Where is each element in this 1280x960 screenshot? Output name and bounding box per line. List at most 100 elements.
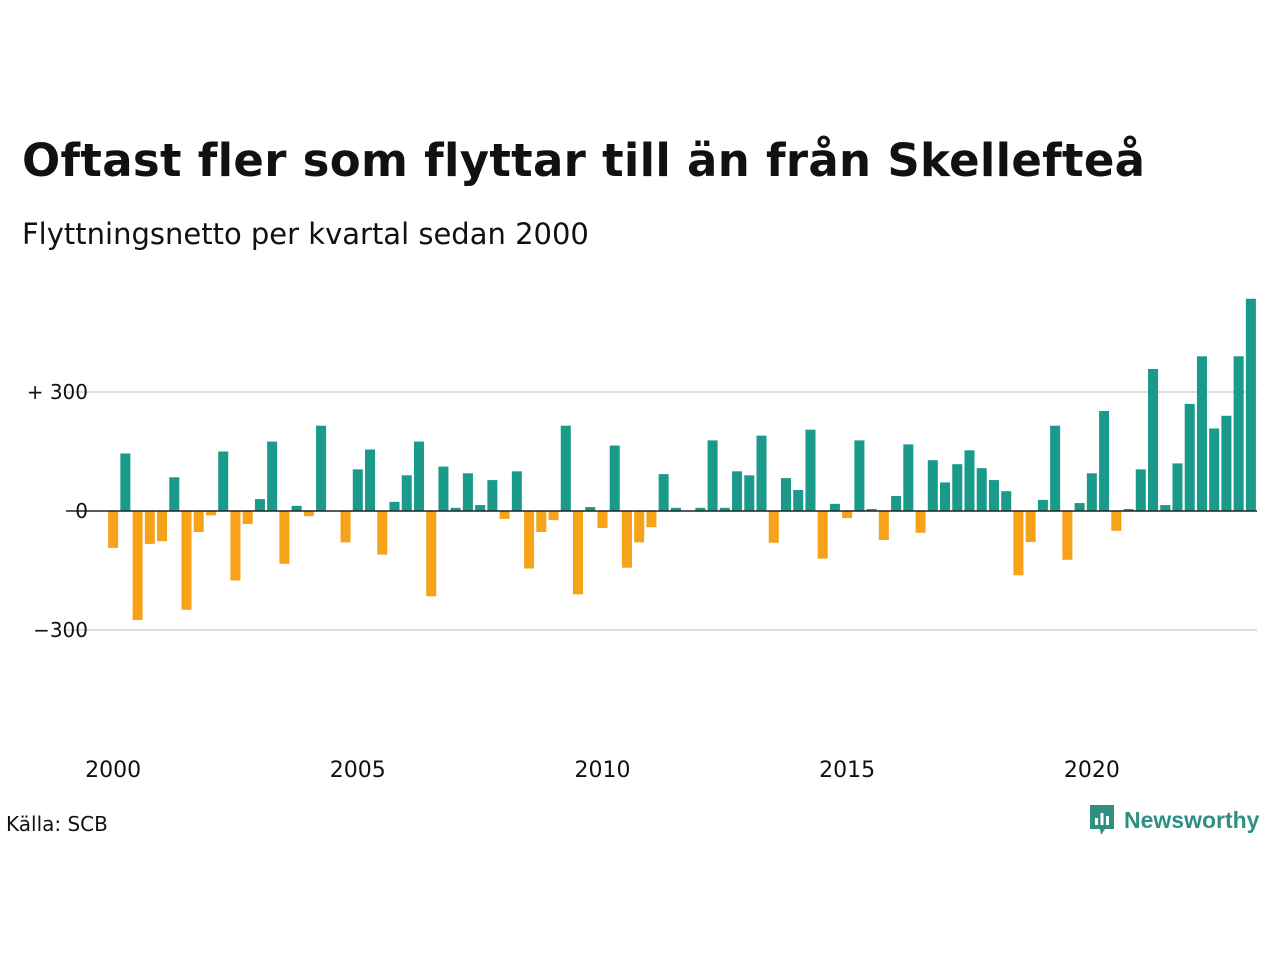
bar xyxy=(854,440,865,511)
bar xyxy=(1184,403,1195,511)
bar xyxy=(536,511,547,533)
bar xyxy=(475,505,486,511)
bar xyxy=(768,511,779,543)
bar xyxy=(426,511,437,597)
bar xyxy=(597,511,608,529)
bar xyxy=(940,482,951,511)
bar xyxy=(927,460,938,511)
brand-name: Newsworthy xyxy=(1124,806,1260,833)
bar xyxy=(230,511,241,581)
bar xyxy=(572,511,584,595)
bar xyxy=(499,511,510,519)
bars xyxy=(108,298,1256,621)
bar xyxy=(108,511,119,548)
bar xyxy=(511,471,522,511)
bar xyxy=(438,466,449,511)
bar xyxy=(842,511,853,519)
bar xyxy=(634,511,645,543)
bar xyxy=(181,511,192,610)
y-tick-label: + 300 xyxy=(27,380,88,404)
bar xyxy=(316,425,327,511)
bar xyxy=(1147,368,1159,511)
x-tick-label: 2010 xyxy=(574,758,630,783)
bar xyxy=(157,511,168,542)
bar xyxy=(401,475,412,511)
bar xyxy=(1050,425,1061,511)
brand-logo[interactable]: Newsworthy xyxy=(1088,803,1259,837)
bar xyxy=(1025,511,1036,542)
bar xyxy=(303,511,314,517)
bar xyxy=(389,501,400,511)
bar xyxy=(988,480,999,511)
bar xyxy=(695,507,706,511)
bar xyxy=(352,469,363,511)
bar xyxy=(1001,491,1012,511)
bar xyxy=(646,511,657,528)
bar xyxy=(719,507,730,511)
bar xyxy=(1074,503,1085,511)
bar xyxy=(1233,356,1244,511)
bar xyxy=(1172,463,1183,511)
bar xyxy=(817,511,828,559)
bar xyxy=(1111,511,1122,531)
bar xyxy=(1196,356,1207,511)
bar xyxy=(548,511,559,521)
bar xyxy=(915,511,926,533)
bar xyxy=(193,511,204,533)
bar xyxy=(365,449,376,511)
bar xyxy=(1245,298,1256,511)
x-tick-label: 2015 xyxy=(819,758,875,783)
bar xyxy=(1062,511,1073,560)
bar xyxy=(377,511,388,555)
bar xyxy=(1013,511,1024,576)
bar xyxy=(878,511,889,540)
bar xyxy=(903,444,914,511)
bar xyxy=(670,507,681,511)
bar xyxy=(756,435,767,511)
bar xyxy=(976,468,987,511)
bar xyxy=(780,478,792,511)
bar xyxy=(1037,499,1048,511)
bar xyxy=(1135,469,1146,511)
chart-subtitle: Flyttningsnetto per kvartal sedan 2000 xyxy=(22,217,589,251)
bar xyxy=(560,425,571,511)
bar xyxy=(1221,415,1232,511)
bar xyxy=(169,477,180,511)
bar xyxy=(1099,411,1110,511)
bar xyxy=(964,450,975,511)
bar xyxy=(340,511,351,543)
bar xyxy=(891,495,902,511)
bar xyxy=(254,499,265,511)
bar xyxy=(413,441,424,511)
bar xyxy=(1086,473,1097,511)
y-axis-labels: + 300 0 −300 xyxy=(27,380,88,642)
bar xyxy=(132,511,143,621)
y-tick-label: 0 xyxy=(75,499,88,523)
bar xyxy=(144,511,155,544)
bar xyxy=(744,475,755,511)
x-tick-label: 2005 xyxy=(330,758,386,783)
bar xyxy=(218,451,229,511)
bar xyxy=(487,480,498,511)
bar xyxy=(1160,505,1171,511)
bar xyxy=(267,441,278,511)
bar xyxy=(609,445,620,511)
x-axis-labels: 2000 2005 2010 2015 2020 xyxy=(85,758,1120,783)
bar xyxy=(829,503,840,511)
bar xyxy=(205,511,217,516)
y-tick-label: −300 xyxy=(33,618,88,642)
bar xyxy=(585,507,596,511)
bar xyxy=(291,505,302,511)
bar xyxy=(805,429,816,511)
gridlines xyxy=(66,390,1257,632)
bar xyxy=(450,507,461,511)
bar xyxy=(952,464,963,511)
bar xyxy=(120,453,131,511)
bar xyxy=(732,471,743,511)
x-tick-label: 2000 xyxy=(85,758,141,783)
bar xyxy=(866,509,877,511)
bar xyxy=(524,511,535,569)
bar xyxy=(1123,509,1134,511)
bar xyxy=(279,511,290,564)
